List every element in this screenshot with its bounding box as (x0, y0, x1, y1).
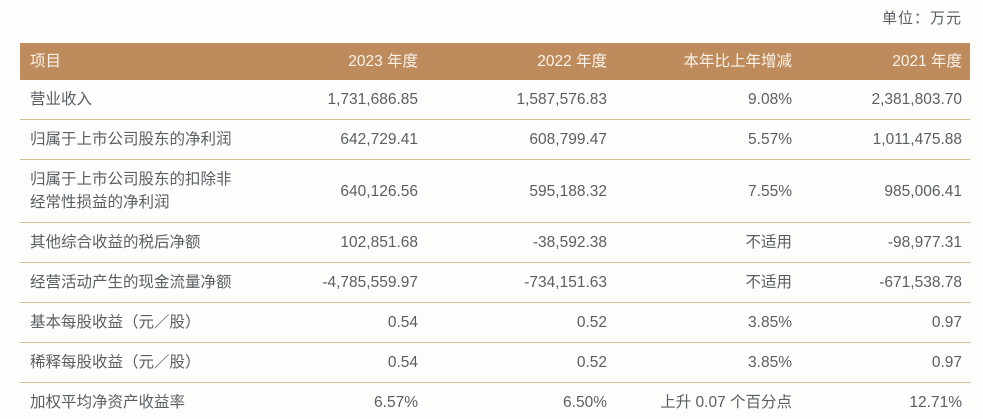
row-label-cell: 归属于上市公司股东的净利润 (20, 119, 245, 160)
value-cell: 0.97 (800, 342, 970, 383)
value-cell: 1,587,576.83 (426, 80, 615, 120)
value-cell: 0.97 (800, 302, 970, 343)
table-body: 营业收入 1,731,686.85 1,587,576.83 9.08% 2,381,8… (20, 80, 970, 419)
table-row: 其他综合收益的税后净额 102,851.68 -38,592.38 不适用 -98,97… (20, 222, 970, 263)
value-cell: 608,799.47 (426, 119, 615, 160)
unit-label: 单位：万元 (881, 10, 962, 27)
table-row: 归属于上市公司股东的扣除非经常性损益的净利润 640,126.56 595,188.… (20, 159, 970, 223)
value-cell: 0.54 (245, 302, 426, 343)
value-cell: -671,538.78 (800, 262, 970, 303)
table-row: 加权平均净资产收益率 6.57% 6.50% 上升 0.07 个百分点 12.71% (20, 382, 970, 419)
row-label-cell: 营业收入 (20, 80, 245, 120)
value-cell: -734,151.63 (426, 262, 615, 303)
value-cell: 9.08% (615, 80, 800, 120)
value-cell: 1,011,475.88 (800, 119, 970, 160)
row-label-cell: 加权平均净资产收益率 (20, 382, 245, 419)
value-cell: 7.55% (615, 159, 800, 223)
value-cell: 3.85% (615, 342, 800, 383)
value-cell: 5.57% (615, 119, 800, 160)
value-cell: 642,729.41 (245, 119, 426, 160)
value-cell: 6.57% (245, 382, 426, 419)
row-label-cell: 归属于上市公司股东的扣除非经常性损益的净利润 (20, 159, 245, 223)
value-cell: 0.52 (426, 342, 615, 383)
value-cell: 3.85% (615, 302, 800, 343)
value-cell: 102,851.68 (245, 222, 426, 263)
column-header-2021: 2021 年度 (800, 43, 970, 80)
value-cell: 0.52 (426, 302, 615, 343)
value-cell: 上升 0.07 个百分点 (615, 382, 800, 419)
row-label-cell: 稀释每股收益（元／股） (20, 342, 245, 383)
value-cell: 0.54 (245, 342, 426, 383)
value-cell: 不适用 (615, 262, 800, 303)
financial-summary-table: 项目 2023 年度 2022 年度 本年比上年增减 2021 年度 营业收入 1… (20, 43, 970, 419)
value-cell: 595,188.32 (426, 159, 615, 223)
table-row: 稀释每股收益（元／股） 0.54 0.52 3.85% 0.97 (20, 342, 970, 383)
value-cell: 640,126.56 (245, 159, 426, 223)
row-label-cell: 经营活动产生的现金流量净额 (20, 262, 245, 303)
value-cell: 2,381,803.70 (800, 80, 970, 120)
table-row: 营业收入 1,731,686.85 1,587,576.83 9.08% 2,381,8… (20, 80, 970, 120)
value-cell: 12.71% (800, 382, 970, 419)
table-row: 经营活动产生的现金流量净额 -4,785,559.97 -734,151.63 不适用… (20, 262, 970, 303)
value-cell: 不适用 (615, 222, 800, 263)
table-row: 归属于上市公司股东的净利润 642,729.41 608,799.47 5.57% 1,… (20, 119, 970, 160)
column-header-item: 项目 (20, 43, 245, 80)
value-cell: -98,977.31 (800, 222, 970, 263)
value-cell: 6.50% (426, 382, 615, 419)
row-label-cell: 其他综合收益的税后净额 (20, 222, 245, 263)
value-cell: -4,785,559.97 (245, 262, 426, 303)
value-cell: 985,006.41 (800, 159, 970, 223)
column-header-yoy-change: 本年比上年增减 (615, 43, 800, 80)
row-label-cell: 基本每股收益（元／股） (20, 302, 245, 343)
table-row: 基本每股收益（元／股） 0.54 0.52 3.85% 0.97 (20, 302, 970, 343)
column-header-2023: 2023 年度 (245, 43, 426, 80)
table-header-row: 项目 2023 年度 2022 年度 本年比上年增减 2021 年度 (20, 43, 970, 80)
value-cell: -38,592.38 (426, 222, 615, 263)
value-cell: 1,731,686.85 (245, 80, 426, 120)
column-header-2022: 2022 年度 (426, 43, 615, 80)
